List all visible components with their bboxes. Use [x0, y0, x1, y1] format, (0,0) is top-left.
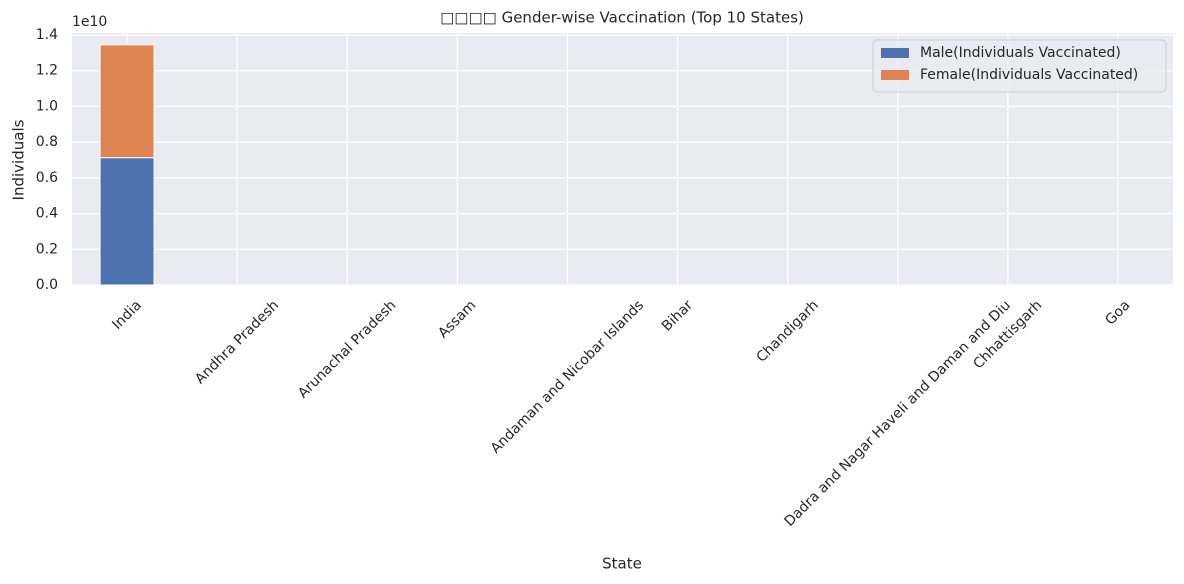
y-tick-label: 1.0	[36, 98, 58, 114]
y-tick-label: 0.2	[36, 241, 58, 257]
y-tick-label: 0.6	[36, 170, 58, 186]
legend-swatch	[881, 70, 909, 80]
x-tick-label: Arunachal Pradesh	[295, 297, 399, 401]
x-tick-label: Bihar	[659, 297, 696, 334]
legend-box	[872, 39, 1167, 93]
y-tick-label: 1.2	[36, 63, 58, 79]
y-tick-label: 0.0	[36, 277, 58, 293]
legend-label: Male(Individuals Vaccinated)	[920, 45, 1121, 61]
x-tick-label: Assam	[435, 297, 479, 341]
x-tick-label: Andaman and Nicobar Islands	[488, 297, 647, 456]
y-tick-label: 0.8	[36, 134, 58, 150]
y-tick-label: 1.4	[36, 27, 58, 43]
legend-swatch	[881, 48, 909, 58]
x-axis-label: State	[602, 555, 642, 573]
x-tick-label: Dadra and Nagar Haveli and Daman and Diu	[781, 297, 1014, 530]
y-tick-label: 0.4	[36, 206, 58, 222]
x-tick-label: India	[109, 297, 145, 333]
x-tick-label: Andhra Pradesh	[192, 297, 282, 387]
bar-segment	[99, 157, 155, 286]
chart-title: □□□□ Gender-wise Vaccination (Top 10 Sta…	[440, 9, 804, 27]
y-axis-label: Individuals	[10, 119, 28, 200]
x-tick-label: Goa	[1102, 297, 1133, 328]
legend-label: Female(Individuals Vaccinated)	[920, 67, 1138, 83]
x-tick-label: Chandigarh	[753, 297, 821, 365]
bar-segment	[99, 44, 155, 159]
offset-text: 1e10	[72, 14, 107, 30]
